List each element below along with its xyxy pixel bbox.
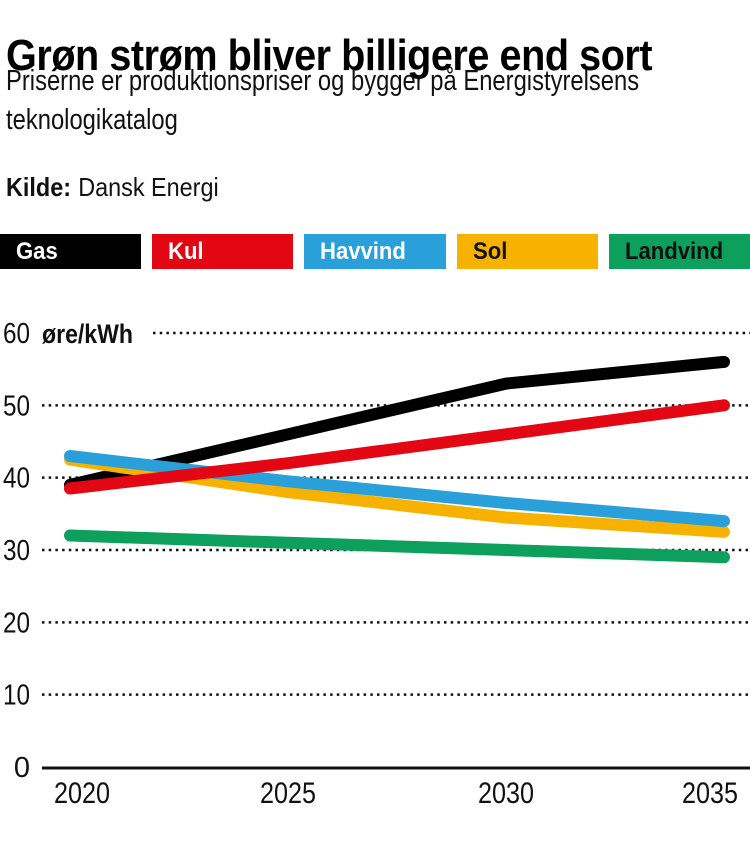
series-line-havvind: [64, 450, 730, 528]
y-tick-label-0: 0: [14, 752, 30, 784]
page-title: Grøn strøm bliver billigere end sort: [6, 31, 653, 81]
y-tick-label-60: 60: [3, 318, 30, 350]
x-tick-label-2020: 2020: [54, 777, 110, 810]
chart-legend: Gas Kul Havvind Sol Landvind: [0, 234, 750, 269]
legend-item-sol: Sol: [456, 234, 598, 269]
y-tick-label-10: 10: [3, 680, 30, 712]
legend-item-kul: Kul: [152, 234, 294, 269]
y-tick-label-30: 30: [3, 535, 30, 567]
subtitle-line-1: Priserne er produktionspriser og bygger …: [6, 65, 640, 97]
legend-item-gas: Gas: [0, 234, 142, 269]
subtitle-line-2: teknologikatalog: [6, 104, 178, 136]
series-line-kul: [64, 399, 730, 495]
series-line-gas: [64, 355, 730, 491]
y-axis-unit-label: øre/kWh: [42, 319, 133, 349]
y-tick-label-50: 50: [3, 390, 30, 422]
y-tick-label-20: 20: [3, 607, 30, 639]
x-tick-label-2030: 2030: [478, 777, 534, 810]
x-tick-label-2035: 2035: [682, 777, 738, 810]
legend-item-havvind: Havvind: [304, 234, 446, 269]
chart-subtitle: Priserne er produktionspriser og bygger …: [6, 62, 750, 140]
legend-item-landvind: Landvind: [608, 234, 750, 269]
source-label: Kilde:: [6, 172, 72, 202]
y-tick-label-40: 40: [3, 463, 30, 495]
source-line: Kilde: Dansk Energi: [6, 172, 242, 203]
source-value: Dansk Energi: [78, 172, 219, 202]
x-tick-label-2025: 2025: [260, 777, 316, 810]
series-line-landvind: [64, 529, 730, 564]
